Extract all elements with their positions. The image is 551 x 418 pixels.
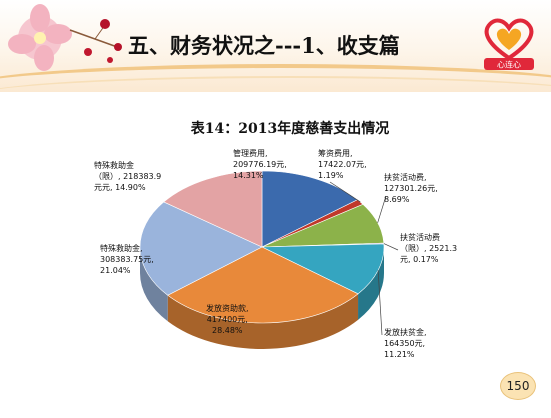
pie-slice-5	[167, 246, 359, 324]
flower-decoration-icon	[8, 4, 122, 71]
decorative-wave-thin	[0, 76, 551, 118]
pie-slice-side-6	[140, 247, 168, 322]
label-management-fee: 管理费用, 209776.19元, 14.31%	[233, 149, 287, 180]
label-special-relief-restricted: 特殊救助金 （限）, 218383.9 元元, 14.90%	[94, 161, 162, 192]
decorative-wave	[0, 64, 551, 112]
leader-line-4	[377, 270, 383, 336]
label-fundraising-fee: 筹资费用, 17422.07元, 1.19%	[318, 149, 367, 180]
label-poverty-fund: 发放扶贫金, 164350元, 11.21%	[384, 328, 427, 359]
leader-line-1	[329, 181, 361, 203]
logo-text: 心连心	[497, 60, 521, 70]
pie-chart	[139, 170, 399, 349]
logo-icon: 心连心	[484, 18, 534, 70]
pie-slice-side-4	[358, 247, 384, 320]
leader-line-2	[377, 195, 387, 223]
pie-slice-7	[163, 170, 263, 248]
label-poverty-activity-fee: 扶贫活动费, 127301.26元, 8.69%	[384, 173, 438, 204]
pie-slice-side-5	[167, 293, 359, 349]
pie-slice-6	[139, 201, 263, 296]
pie-slice-0	[261, 170, 359, 248]
label-poverty-activity-fee-restricted: 扶贫活动费 （限）, 2521.3 元, 0.17%	[400, 233, 458, 264]
label-special-relief: 特殊救助金, 308383.75元, 21.04%	[100, 244, 154, 275]
slide-title: 五、财务状况之---1、收支篇	[128, 33, 400, 58]
leader-line-3	[383, 243, 399, 251]
label-aid-payments: 发放资助款, 417400元, 28.48%	[206, 304, 249, 335]
page-number-badge: 150	[500, 372, 536, 400]
chart-title: 表14：2013年度慈善支出情况	[190, 121, 390, 137]
